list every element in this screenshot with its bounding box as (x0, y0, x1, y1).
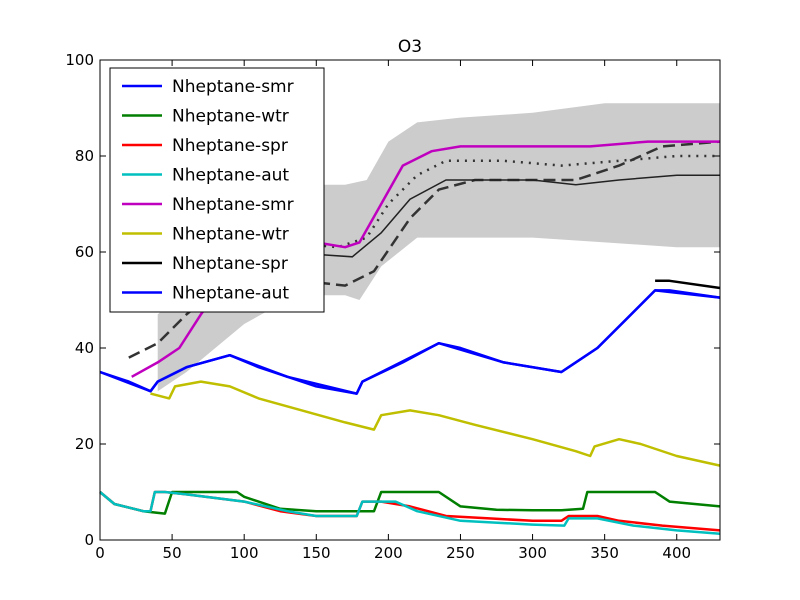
series-line-4 (99, 490, 721, 536)
series-line-5 (131, 140, 720, 378)
y-tick-label: 100 (65, 51, 94, 69)
background-envelope (157, 103, 720, 392)
x-axis: 0 50 100 150 200 250 300 350 400 (95, 60, 691, 562)
x-tick-label: 150 (302, 544, 331, 562)
x-tick-label: 50 (163, 544, 182, 562)
x-tick-label: 300 (518, 544, 547, 562)
x-tick-label: 100 (230, 544, 259, 562)
legend-box (109, 67, 325, 313)
x-tick-label: 0 (95, 544, 105, 562)
x-tick-label: 250 (446, 544, 475, 562)
chart-title: O3 (398, 37, 422, 57)
plot-frame (99, 59, 721, 541)
y-tick-label: 0 (84, 531, 94, 549)
y-tick-label: 80 (75, 147, 94, 165)
legend-label: Nheptane-aut (172, 166, 289, 186)
legend-label: Nheptane-wtr (172, 107, 289, 127)
legend-label: Nheptane-smr (172, 195, 294, 215)
series-line-8 (99, 289, 721, 395)
x-tick-label: 400 (662, 544, 691, 562)
legend-label: Nheptane-aut (172, 284, 289, 304)
y-tick-label: 60 (75, 243, 94, 261)
x-tick-label: 200 (374, 544, 403, 562)
background-line-solid (272, 174, 720, 258)
legend: Nheptane-smr Nheptane-wtr Nheptane-spr Nhep… (109, 67, 325, 313)
y-tick-label: 40 (75, 339, 94, 357)
series-layer (99, 140, 721, 536)
legend-label: Nheptane-spr (172, 136, 288, 156)
legend-label: Nheptane-smr (172, 77, 294, 97)
y-tick-label: 20 (75, 435, 94, 453)
x-tick-label: 350 (590, 544, 619, 562)
legend-label: Nheptane-wtr (172, 225, 289, 245)
series-line-6 (150, 380, 721, 467)
series-line-7 (655, 279, 721, 290)
legend-label: Nheptane-spr (172, 254, 288, 274)
series-line-2 (99, 490, 721, 515)
y-axis: 0 20 40 60 80 100 (65, 51, 720, 549)
